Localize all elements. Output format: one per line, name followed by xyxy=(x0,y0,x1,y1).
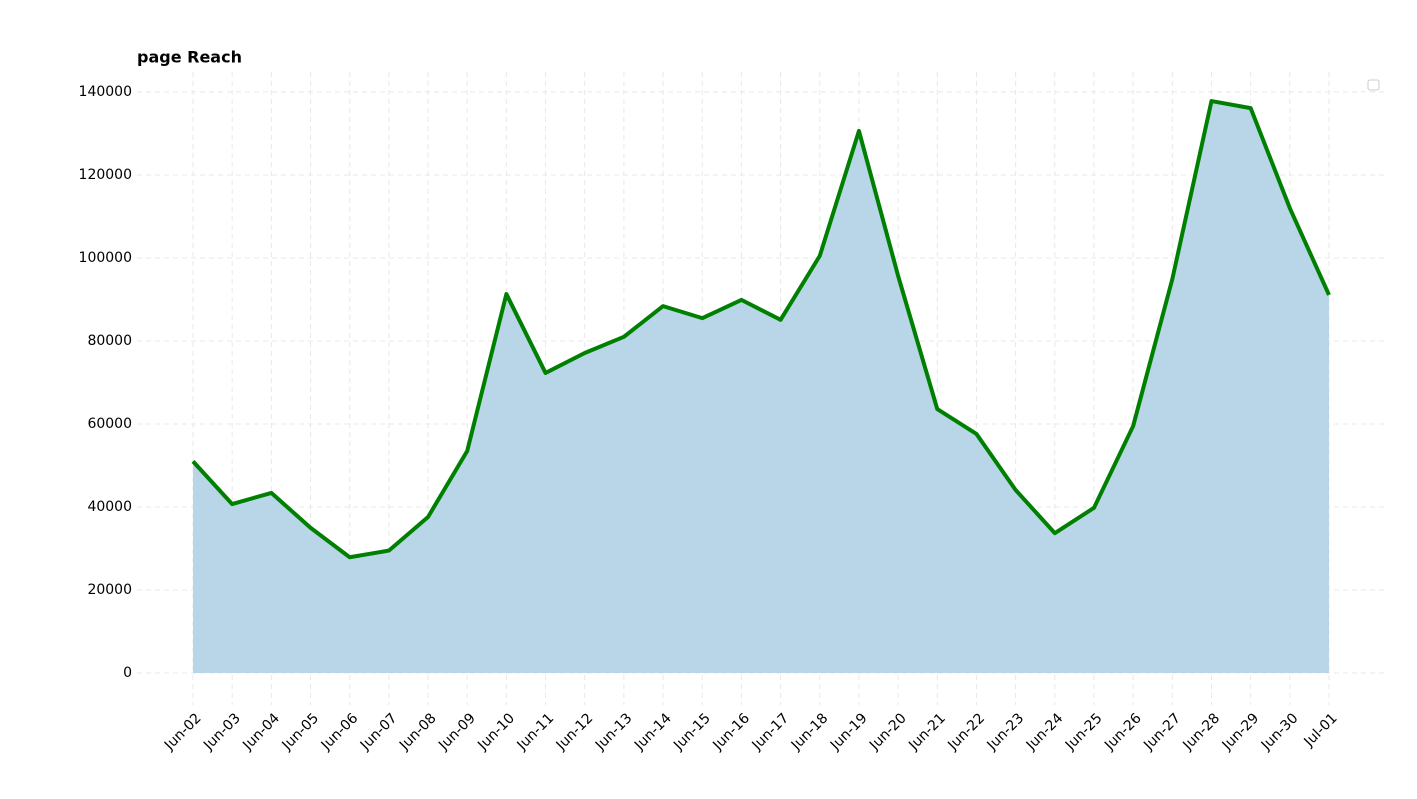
y-tick-label: 80000 xyxy=(87,333,132,349)
x-tick-label: Jun-16 xyxy=(709,710,753,754)
x-tick-label: Jun-14 xyxy=(631,710,675,754)
x-tick-label: Jun-30 xyxy=(1258,710,1302,754)
x-tick-label: Jun-04 xyxy=(239,710,283,754)
x-tick-label: Jun-02 xyxy=(161,710,205,754)
chart-title: page Reach xyxy=(137,48,242,67)
y-tick-label: 100000 xyxy=(79,250,132,266)
x-tick-label: Jun-17 xyxy=(749,710,793,754)
x-tick-label: Jun-27 xyxy=(1140,710,1184,754)
x-tick-label: Jun-29 xyxy=(1219,710,1263,754)
y-tick-label: 140000 xyxy=(79,84,132,100)
y-tick-label: 60000 xyxy=(87,416,132,432)
x-tick-label: Jun-19 xyxy=(827,710,871,754)
line xyxy=(191,99,1331,560)
x-tick-label: Jun-18 xyxy=(788,710,832,754)
x-tick-label: Jun-21 xyxy=(905,710,949,754)
x-tick-label: Jun-03 xyxy=(200,710,244,754)
x-tick-label: Jun-22 xyxy=(944,710,988,754)
area xyxy=(193,101,1329,674)
x-tick-label: Jun-07 xyxy=(357,710,401,754)
legend xyxy=(1367,79,1380,91)
x-tick-label: Jun-28 xyxy=(1179,710,1223,754)
x-tick-label: Jun-12 xyxy=(553,710,597,754)
x-tick-label: Jun-15 xyxy=(670,710,714,754)
x-tick-label: Jun-20 xyxy=(866,710,910,754)
x-tick-label: Jun-24 xyxy=(1023,710,1067,754)
x-tick-label: Jun-05 xyxy=(279,710,323,754)
x-tick-label: Jun-11 xyxy=(514,710,558,754)
x-tick-label: Jun-08 xyxy=(396,710,440,754)
y-tick-label: 20000 xyxy=(87,582,132,598)
y-tick-label: 0 xyxy=(123,665,132,681)
x-tick-label: Jun-06 xyxy=(318,710,362,754)
x-tick-label: Jun-26 xyxy=(1101,710,1145,754)
x-tick-label: Jul-01 xyxy=(1301,710,1341,750)
y-tick-label: 40000 xyxy=(87,499,132,515)
x-tick-label: Jun-23 xyxy=(984,710,1028,754)
x-tick-label: Jun-09 xyxy=(435,710,479,754)
x-tick-label: Jun-13 xyxy=(592,710,636,754)
x-tick-label: Jun-25 xyxy=(1062,710,1106,754)
x-tick-label: Jun-10 xyxy=(474,710,518,754)
y-tick-label: 120000 xyxy=(79,167,132,183)
